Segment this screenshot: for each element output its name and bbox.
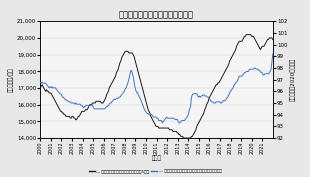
Y-axis label: （指数値：2020年基準）: （指数値：2020年基準） [290,58,296,101]
Title: オフィス賃料と消費者物価の動向: オフィス賃料と消費者物価の動向 [119,10,194,19]
Legend: ― オフィスの平均募集賃料（東京都心5区）, ― 消費者物価指数（住宅の帰属家賌を除く総合指数）: ― オフィスの平均募集賃料（東京都心5区）, ― 消費者物価指数（住宅の帰属家賌… [87,168,223,175]
Y-axis label: （賃料：円/坤）: （賃料：円/坤） [8,67,14,92]
X-axis label: （年）: （年） [152,155,162,161]
